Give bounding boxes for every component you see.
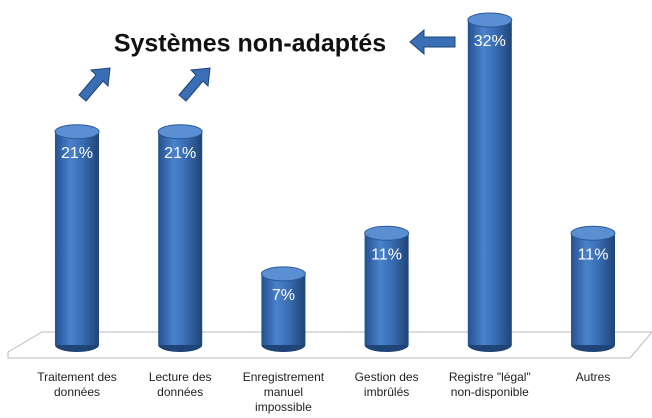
x-tick-label: données [157, 385, 203, 399]
bar-body [467, 20, 512, 345]
bar-body [364, 233, 409, 345]
arrow [78, 67, 111, 102]
annotation: Systèmes non-adaptés [114, 30, 386, 58]
value-label: 21% [61, 145, 93, 162]
value-label: 7% [272, 287, 295, 304]
bar-top [54, 124, 100, 140]
x-tick-label: Lecture des [149, 370, 212, 384]
bar [260, 266, 306, 352]
bar [570, 225, 616, 352]
value-label: 11% [371, 247, 402, 264]
x-tick-label: impossible [255, 400, 312, 414]
bar-top [364, 225, 410, 241]
arrow [409, 28, 456, 56]
x-tick-label: données [54, 385, 100, 399]
x-tick-label: Traitement des [37, 370, 117, 384]
x-tick-label: Enregistrement [243, 370, 325, 384]
value-label: 21% [164, 145, 196, 162]
x-tick-label: Autres [576, 370, 611, 384]
x-tick-label: manuel [264, 385, 303, 399]
value-label: 11% [578, 247, 609, 264]
x-tick-label: Gestion des [355, 370, 419, 384]
x-tick-label: Registre "légal" [449, 370, 531, 384]
bar-top [260, 266, 306, 282]
bar [467, 12, 513, 352]
bar [157, 124, 203, 352]
bar-body [571, 233, 615, 345]
x-tick-label: imbrûlés [364, 385, 409, 399]
value-label: 32% [474, 33, 506, 50]
bar-top [570, 225, 616, 241]
floor [7, 331, 652, 359]
bar-body [158, 131, 203, 345]
bar-top [157, 124, 203, 140]
bar-body [55, 131, 99, 345]
x-tick-label: non-disponible [451, 385, 529, 399]
bar-body [261, 273, 306, 345]
bar [364, 225, 410, 352]
bar [54, 124, 100, 352]
bar-top [467, 12, 513, 28]
arrow [178, 67, 211, 102]
